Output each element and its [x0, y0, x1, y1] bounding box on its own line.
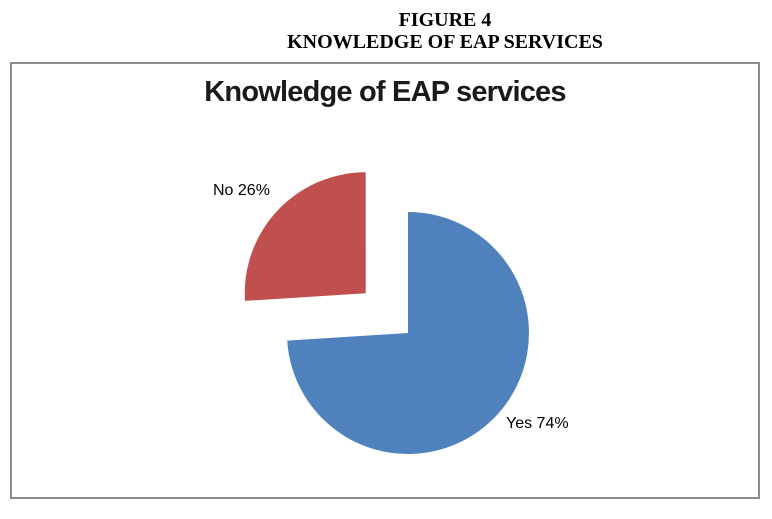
- pie-slice-no: [244, 172, 366, 301]
- chart-title: Knowledge of EAP services: [204, 76, 566, 108]
- figure-caption: KNOWLEDGE OF EAP SERVICES: [287, 31, 603, 53]
- figure-label: FIGURE 4: [398, 9, 492, 31]
- pie-label-yes: Yes 74%: [506, 415, 569, 432]
- pie-slice-yes: [287, 212, 529, 454]
- figure-header: FIGURE 4 KNOWLEDGE OF EAP SERVICES: [287, 9, 603, 53]
- pie-label-no: No 26%: [213, 182, 270, 199]
